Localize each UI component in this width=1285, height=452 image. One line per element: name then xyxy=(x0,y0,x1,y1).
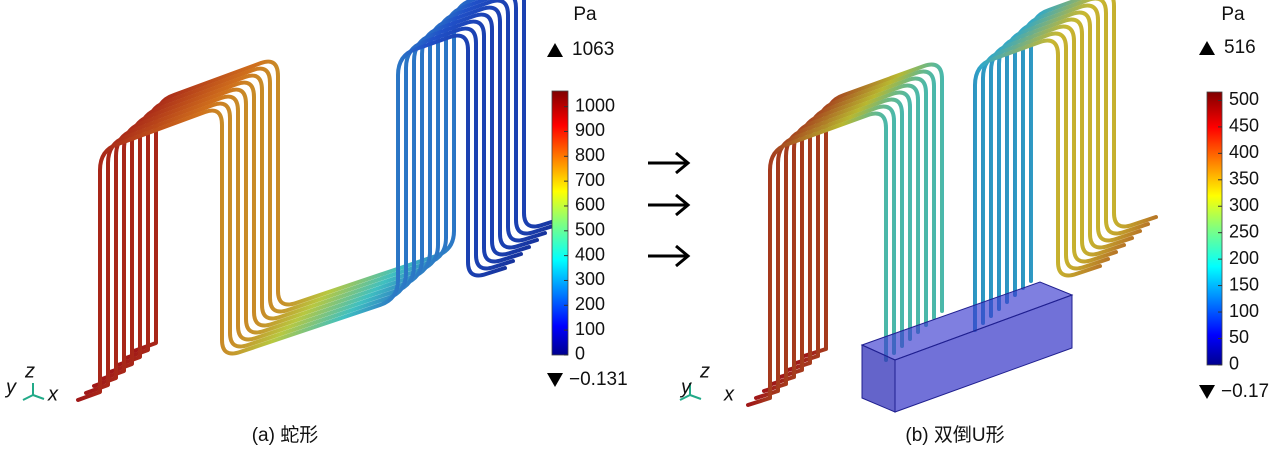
axis-label: x xyxy=(47,383,59,405)
pipe xyxy=(76,33,507,403)
min-label: −0.17 xyxy=(1221,381,1269,402)
color-scale xyxy=(1206,91,1223,366)
tick-label: 450 xyxy=(1229,116,1259,136)
axis-triad: y z x y z x xyxy=(4,360,735,405)
min-label: −0.131 xyxy=(569,369,628,390)
tick-label: 500 xyxy=(1229,89,1259,109)
max-marker xyxy=(547,43,563,57)
color-scale xyxy=(551,90,569,356)
tick-label: 600 xyxy=(575,195,605,215)
colorbar: Pa 1063 −0.131 0 100 200 300 400 500 600 700 800 900… xyxy=(547,4,628,390)
max-label: 516 xyxy=(1224,37,1256,58)
max-marker xyxy=(1199,41,1215,55)
axis-label: x xyxy=(723,383,735,405)
tick-label: 500 xyxy=(575,220,605,240)
tick-label: 900 xyxy=(575,120,605,140)
caption: (a) 蛇形 xyxy=(252,424,319,446)
tick-label: 400 xyxy=(1229,142,1259,162)
axis-label: z xyxy=(699,360,710,382)
pipe xyxy=(84,26,515,396)
colorbar: Pa 516 −0.17 0 50 100 150 200 250 300 350 400 450 500 xyxy=(1199,4,1269,402)
colorbar-unit: Pa xyxy=(573,4,597,25)
tick-label: 50 xyxy=(1229,327,1249,347)
axis-label: y xyxy=(679,376,692,398)
tick-label: 150 xyxy=(1229,274,1259,294)
axis-label: z xyxy=(24,360,35,382)
tick-label: 100 xyxy=(575,319,605,339)
max-label: 1063 xyxy=(572,39,614,60)
colorbar-unit: Pa xyxy=(1221,4,1245,25)
tick-label: 300 xyxy=(575,269,605,289)
axis-label: y xyxy=(4,376,17,398)
tick-label: 350 xyxy=(1229,169,1259,189)
pipe xyxy=(1013,3,1142,298)
caption: (b) 双倒U形 xyxy=(905,424,1004,446)
tick-label: 200 xyxy=(575,294,605,314)
tick-label: 100 xyxy=(1229,301,1259,321)
serpentine-pipes xyxy=(76,0,563,403)
tick-label: 250 xyxy=(1229,221,1259,241)
min-marker xyxy=(1199,385,1215,399)
tick-label: 800 xyxy=(575,145,605,165)
tick-label: 1000 xyxy=(575,95,615,115)
tick-label: 400 xyxy=(575,244,605,264)
tick-label: 0 xyxy=(575,344,585,364)
tick-label: 0 xyxy=(1229,354,1239,374)
min-marker xyxy=(547,373,563,387)
tick-label: 200 xyxy=(1229,248,1259,268)
arrows xyxy=(648,151,691,268)
tick-label: 300 xyxy=(1229,195,1259,215)
manifold-box xyxy=(860,281,1074,413)
tick-label: 700 xyxy=(575,170,605,190)
